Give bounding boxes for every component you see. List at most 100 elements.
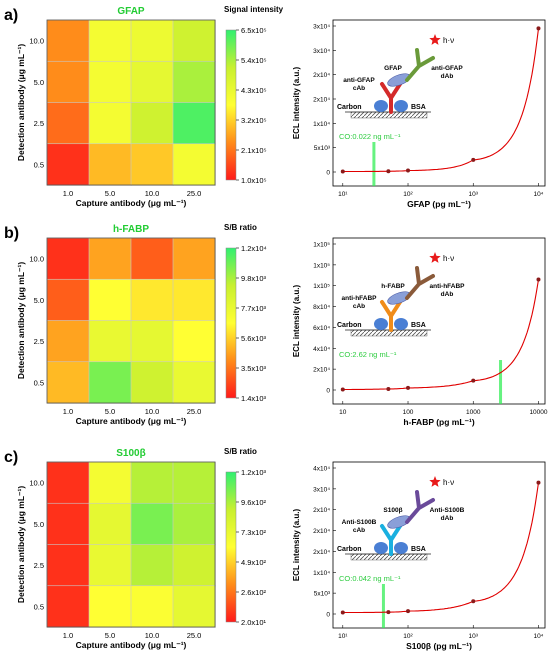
detection-antibody-label: Anti-S100B dAb [430, 507, 465, 522]
colorbar-title: S/B ratio [224, 447, 257, 456]
panel-label: b) [4, 225, 19, 242]
y-tick-label: 2.5 [34, 119, 44, 128]
heatmap-frame [46, 237, 216, 404]
detection-antibody-icon [405, 48, 435, 82]
colorbar-tick-label: 1.0x10⁵ [241, 176, 267, 185]
colorbar-tick-label: 3.5x10³ [241, 364, 267, 373]
colorbar-tick-label: 1.2x10³ [241, 468, 267, 477]
data-point [471, 599, 476, 604]
carbon-electrode [350, 111, 428, 119]
x-tick-label: 10.0 [145, 189, 160, 198]
heatmap-cell [46, 461, 90, 505]
heatmap-cell [130, 461, 174, 505]
bsa-icon [394, 100, 408, 112]
y-tick-label: 5.0 [34, 78, 44, 87]
x-tick-label: 10.0 [145, 631, 160, 640]
x-tick-label: 10.0 [145, 407, 160, 416]
data-point [340, 387, 345, 392]
heatmap-cell [46, 237, 90, 281]
cutoff-line [372, 142, 376, 186]
x-tick-label: 10³ [469, 191, 479, 198]
heatmap: GFAP 1.0 5.0 10.0 25.0 10.0 5.0 2.5 0.5 Capture a… [16, 5, 284, 208]
y-tick-label: 0 [326, 612, 330, 619]
data-point [536, 277, 541, 282]
x-tick-label: 25.0 [187, 407, 202, 416]
star-icon [429, 34, 441, 45]
y-tick-label: 3x10⁴ [313, 48, 330, 55]
x-tick-label: 10 [339, 409, 347, 416]
y-tick-label: 2x10⁴ [313, 72, 330, 79]
capture-antibody-label-line: cAb [353, 527, 365, 534]
x-tick-label: 1000 [466, 409, 481, 416]
heatmap-frame [46, 19, 216, 186]
heatmap-cell [172, 60, 216, 104]
y-tick-label: 1x10⁵ [313, 262, 330, 269]
y-tick-label: 0 [326, 170, 330, 177]
heatmap-cell [46, 320, 90, 363]
colorbar-tick-label: 9.6x10² [241, 498, 267, 507]
heatmap: S100β 1.0 5.0 10.0 25.0 10.0 5.0 2.5 0.5 Capture … [16, 447, 267, 650]
x-tick-label: 100 [403, 409, 414, 416]
y-tick-label: 6x10⁴ [313, 325, 330, 332]
data-point [386, 169, 391, 174]
capture-antibody-label: Anti-S100B cAb [342, 519, 377, 534]
heatmap-cell [130, 278, 174, 322]
y-axis-title: ECL intensity (a.u.) [292, 67, 301, 140]
data-point [471, 157, 476, 162]
x-tick-label: 10¹ [338, 633, 348, 640]
carbon-label: Carbon [337, 322, 362, 329]
heatmap-cell [46, 60, 90, 104]
colorbar-tick-label: 2.6x10² [241, 588, 267, 597]
heatmap-cell [88, 102, 132, 145]
fit-curve [342, 28, 540, 173]
capture-antibody-label-line: anti-hFABP [341, 295, 377, 302]
colorbar-tick-label: 7.7x10³ [241, 304, 267, 313]
fit-curve [342, 482, 540, 614]
heatmap-cell [88, 544, 132, 587]
data-point [386, 386, 391, 391]
heatmap-cell [172, 19, 216, 63]
heatmap-cell [88, 143, 132, 186]
panel-c: c) S100β 1.0 5.0 10.0 25.0 10.0 5.0 2.5 0.5 Captur… [4, 447, 546, 651]
heatmap-cell [172, 502, 216, 546]
x-tick-label: 10⁴ [533, 633, 543, 640]
heatmap: h-FABP 1.0 5.0 10.0 25.0 10.0 5.0 2.5 0.5 Capture… [16, 223, 267, 426]
data-point [471, 378, 476, 383]
bsa-icon [394, 318, 408, 330]
capture-antibody-icon [380, 300, 402, 332]
heatmap-cell [130, 237, 174, 281]
heatmap-cell [172, 278, 216, 322]
colorbar-tick-label: 5.6x10³ [241, 334, 267, 343]
colorbar-tick-label: 9.8x10³ [241, 274, 267, 283]
x-tick-label: 1.0 [63, 631, 73, 640]
cutoff-label: CO:0.022 ng mL⁻¹ [339, 132, 401, 141]
capture-antibody-icon [380, 524, 402, 556]
colorbar-tick-label: 1.4x10³ [241, 394, 267, 403]
bsa-label: BSA [411, 104, 426, 111]
heatmap-cell [172, 237, 216, 281]
heatmap-cell [88, 60, 132, 104]
panel-label: a) [4, 7, 18, 24]
panel-label: c) [4, 449, 18, 466]
heatmap-cell [88, 585, 132, 628]
colorbar-tick-label: 4.3x10⁵ [241, 86, 267, 95]
detection-antibody-label: anti-GFAP dAb [431, 65, 463, 80]
y-tick-label: 1x10⁴ [313, 121, 330, 128]
heatmap-cell [130, 502, 174, 546]
detection-antibody-label-line: dAb [441, 73, 454, 80]
y-tick-label: 10.0 [29, 255, 44, 264]
heatmap-cell [88, 461, 132, 505]
y-axis-title: Detection antibody (μg mL⁻¹) [16, 262, 26, 380]
x-axis-title: h-FABP (pg mL⁻¹) [403, 417, 475, 427]
heatmap-cell [46, 361, 90, 404]
y-tick-label: 2x10⁴ [313, 97, 330, 104]
heatmap-cell [172, 585, 216, 628]
carbon-label: Carbon [337, 104, 362, 111]
data-point [340, 610, 345, 615]
heatmap-cell [88, 320, 132, 363]
heatmap-cell [46, 19, 90, 63]
y-tick-label: 3x10⁴ [313, 24, 330, 31]
